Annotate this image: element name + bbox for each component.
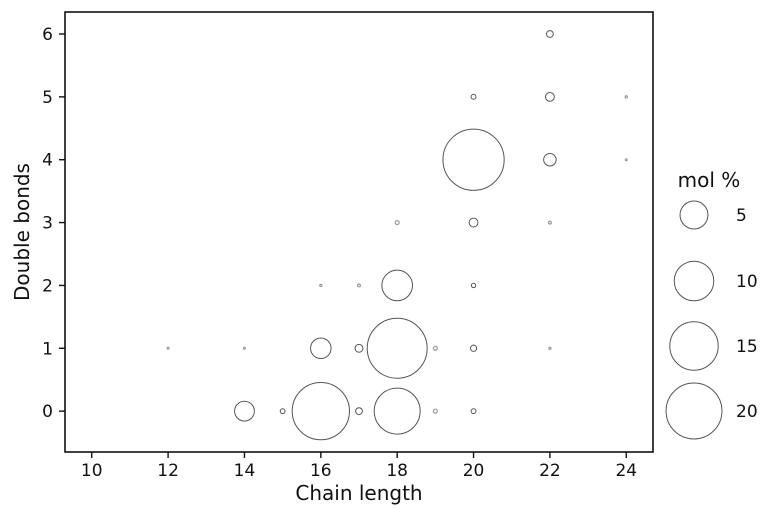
legend-label: 10	[736, 272, 758, 292]
data-bubble	[381, 269, 413, 302]
legend-label: 20	[736, 402, 758, 422]
data-bubbles	[166, 30, 628, 441]
data-bubble	[394, 219, 400, 226]
x-axis-label: Chain length	[295, 481, 422, 505]
legend-bubble	[669, 321, 719, 371]
y-tick-label: 3	[42, 214, 53, 234]
legend-bubble	[679, 200, 709, 230]
legend-bubble	[665, 382, 723, 440]
data-bubble	[624, 158, 628, 162]
data-bubble	[357, 283, 361, 288]
data-bubble	[442, 128, 505, 191]
x-tick-label: 16	[310, 461, 332, 481]
y-tick-label: 5	[42, 88, 53, 108]
legend-label: 15	[736, 337, 758, 357]
data-bubble	[469, 344, 478, 352]
y-tick-label: 0	[42, 402, 53, 422]
plot-frame	[64, 11, 654, 453]
data-bubble	[470, 282, 477, 289]
data-bubble	[310, 337, 332, 360]
legend-label: 5	[736, 206, 747, 226]
data-bubble	[545, 30, 554, 38]
data-bubble	[624, 95, 628, 99]
x-tick-label: 12	[157, 461, 179, 481]
data-bubble	[432, 408, 438, 414]
y-axis-label: Double bonds	[10, 163, 34, 301]
legend-entries: 5 10 15 20	[665, 200, 758, 440]
data-bubble	[373, 387, 421, 435]
x-tick-label: 14	[234, 461, 256, 481]
legend-title: mol %	[678, 168, 741, 192]
data-bubble	[291, 382, 350, 441]
legend: mol % 5 10 15 20	[665, 168, 758, 440]
data-bubble	[543, 152, 557, 167]
data-bubble	[470, 408, 477, 415]
data-bubble	[166, 346, 170, 350]
y-axis-ticks: 0 1 2 3 4 5 6	[42, 25, 65, 422]
data-bubble	[432, 345, 438, 351]
data-bubble	[547, 220, 552, 225]
data-bubble	[354, 343, 364, 353]
x-tick-label: 24	[615, 461, 637, 481]
y-tick-label: 6	[42, 25, 53, 45]
y-tick-label: 1	[42, 339, 53, 359]
x-tick-label: 22	[539, 461, 561, 481]
data-bubble	[279, 408, 286, 415]
data-bubble	[470, 93, 477, 100]
legend-bubble	[673, 260, 715, 302]
data-bubble	[366, 317, 428, 379]
data-bubble	[234, 400, 255, 422]
x-tick-label: 10	[81, 461, 103, 481]
x-tick-label: 20	[463, 461, 485, 481]
data-bubble	[242, 346, 246, 350]
data-bubble	[548, 346, 552, 350]
data-bubble	[544, 91, 555, 102]
y-tick-label: 2	[42, 276, 53, 296]
data-bubble	[468, 217, 479, 228]
y-tick-label: 4	[42, 151, 53, 171]
data-bubble	[355, 407, 363, 416]
x-axis-ticks: 10 12 14 16 18 20 22 24	[81, 452, 637, 481]
data-bubble	[319, 283, 323, 288]
x-tick-label: 18	[386, 461, 408, 481]
